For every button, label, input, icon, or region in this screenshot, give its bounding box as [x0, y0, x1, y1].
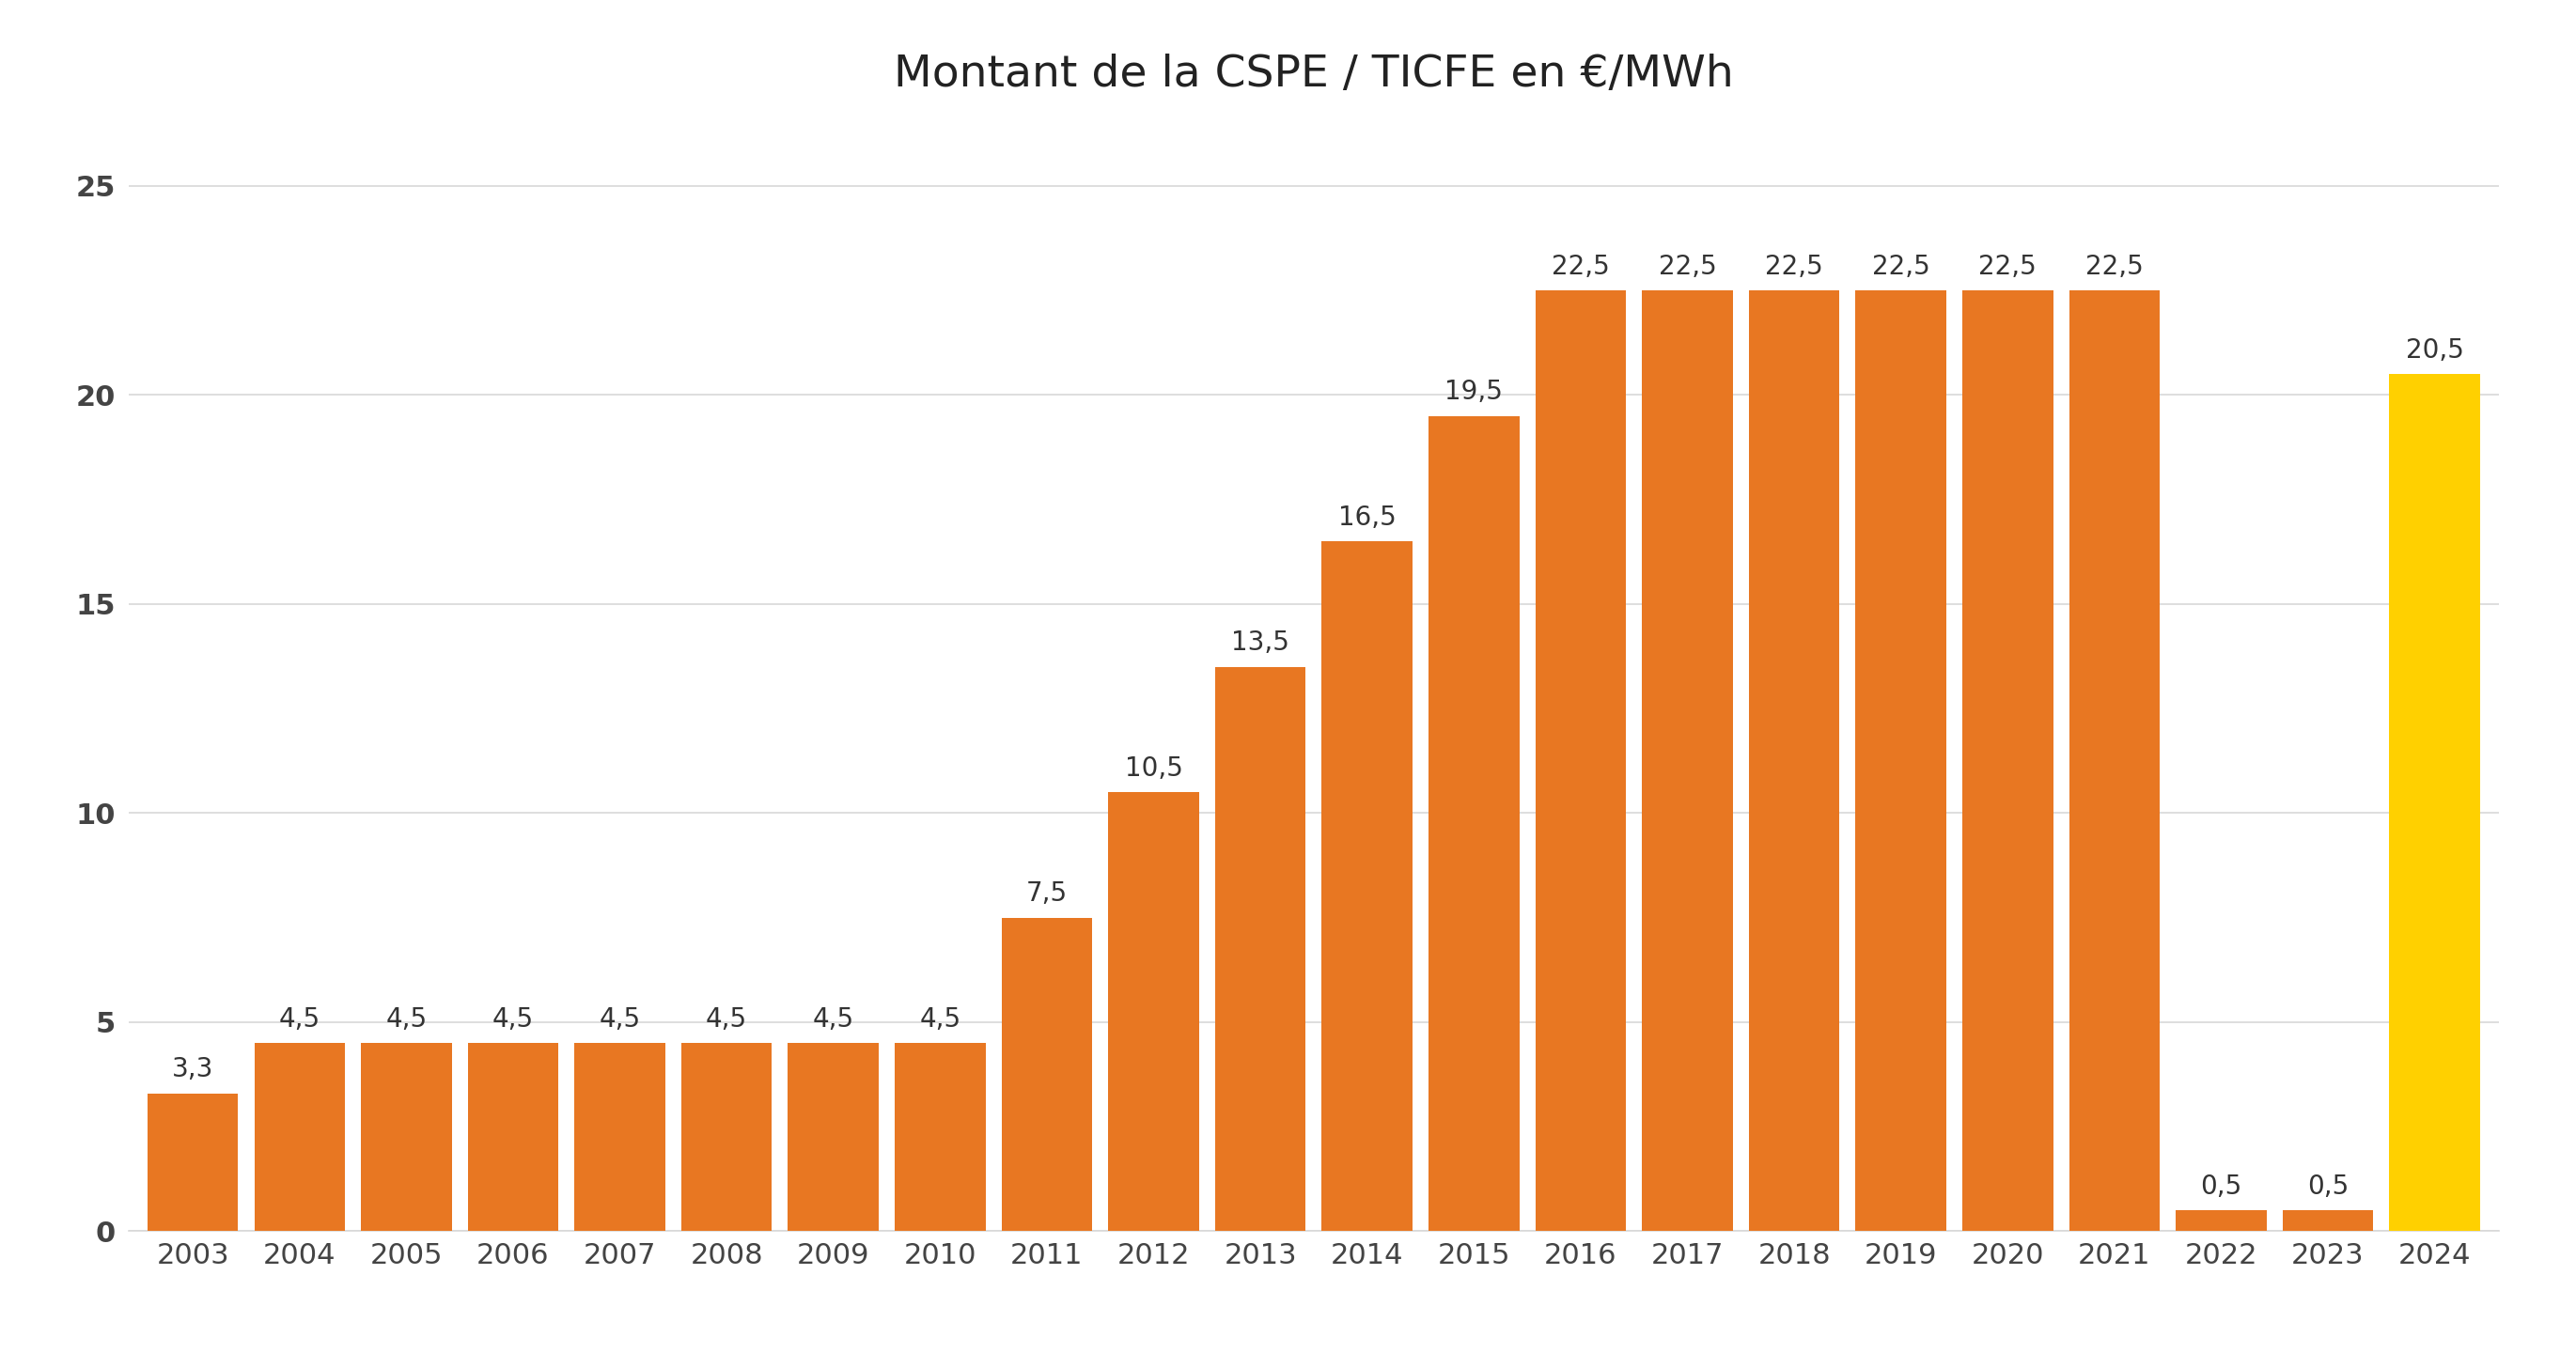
Text: 22,5: 22,5: [1765, 253, 1824, 280]
Text: 22,5: 22,5: [2087, 253, 2143, 280]
Bar: [147, 1093, 237, 1231]
Bar: [1216, 666, 1306, 1231]
Text: 16,5: 16,5: [1337, 505, 1396, 531]
Bar: [1749, 290, 1839, 1231]
Text: 0,5: 0,5: [2308, 1174, 2349, 1200]
Bar: [574, 1042, 665, 1231]
Text: 22,5: 22,5: [1551, 253, 1610, 280]
Text: 4,5: 4,5: [811, 1007, 855, 1033]
Text: 4,5: 4,5: [386, 1007, 428, 1033]
Bar: [1321, 542, 1412, 1231]
Bar: [1855, 290, 1947, 1231]
Text: 22,5: 22,5: [1978, 253, 2038, 280]
Text: 22,5: 22,5: [1659, 253, 1716, 280]
Bar: [788, 1042, 878, 1231]
Text: 4,5: 4,5: [278, 1007, 319, 1033]
Text: 4,5: 4,5: [706, 1007, 747, 1033]
Bar: [2177, 1211, 2267, 1231]
Text: 20,5: 20,5: [2406, 338, 2463, 364]
Bar: [1002, 918, 1092, 1231]
Text: 19,5: 19,5: [1445, 379, 1502, 405]
Bar: [1963, 290, 2053, 1231]
Bar: [1108, 792, 1198, 1231]
Bar: [1430, 416, 1520, 1231]
Text: 22,5: 22,5: [1873, 253, 1929, 280]
Text: 10,5: 10,5: [1126, 755, 1182, 781]
Text: 0,5: 0,5: [2200, 1174, 2241, 1200]
Text: 4,5: 4,5: [920, 1007, 961, 1033]
Bar: [255, 1042, 345, 1231]
Bar: [894, 1042, 987, 1231]
Bar: [2069, 290, 2159, 1231]
Bar: [361, 1042, 451, 1231]
Text: 3,3: 3,3: [173, 1056, 214, 1082]
Bar: [469, 1042, 559, 1231]
Bar: [2282, 1211, 2372, 1231]
Bar: [1535, 290, 1625, 1231]
Text: 4,5: 4,5: [492, 1007, 533, 1033]
Text: 13,5: 13,5: [1231, 629, 1291, 657]
Title: Montant de la CSPE / TICFE en €/MWh: Montant de la CSPE / TICFE en €/MWh: [894, 53, 1734, 96]
Bar: [1641, 290, 1734, 1231]
Text: 7,5: 7,5: [1025, 881, 1066, 907]
Bar: [2391, 373, 2481, 1231]
Text: 4,5: 4,5: [600, 1007, 641, 1033]
Bar: [680, 1042, 773, 1231]
